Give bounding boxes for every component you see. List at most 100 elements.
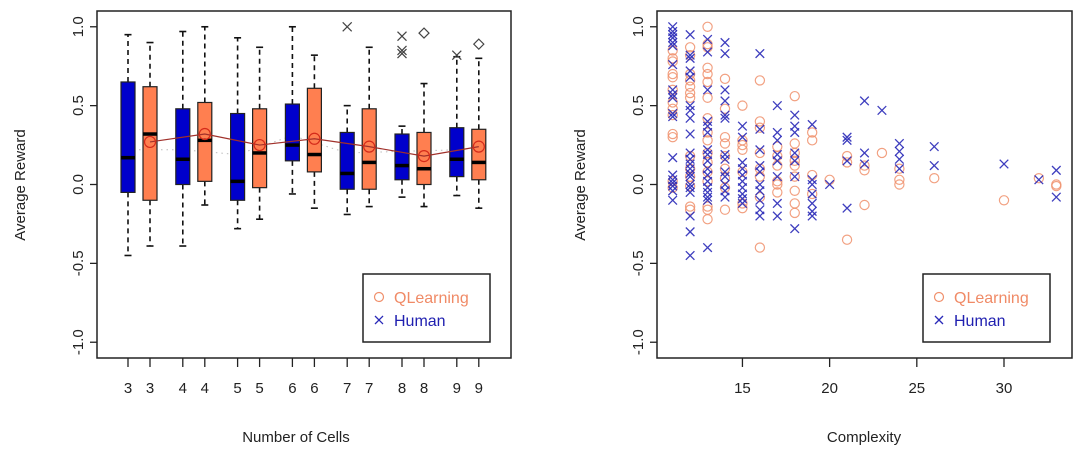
point-qlearning xyxy=(684,81,696,92)
point-qlearning xyxy=(789,171,800,182)
point-stroke xyxy=(667,33,678,43)
x-tick-label: 6 xyxy=(310,380,318,397)
point-human xyxy=(807,211,817,221)
point-human xyxy=(720,48,730,59)
point-human xyxy=(685,179,695,190)
box-human-9 xyxy=(449,50,465,197)
point-stroke xyxy=(789,156,800,166)
x-tick-label: 20 xyxy=(821,380,838,397)
y-tick-label: -0.5 xyxy=(630,250,647,276)
qlearning-mean-marker xyxy=(308,132,321,145)
x-tick-label: 3 xyxy=(146,380,154,397)
box-body xyxy=(361,108,377,190)
point-stroke xyxy=(667,89,678,100)
scatter-panel: -1.0 -0.5 0.0 0.5 1.0 15 20 25 30 Complexity Av… xyxy=(572,10,1073,446)
point-stroke xyxy=(772,127,783,138)
point-stroke xyxy=(755,195,765,206)
point-qlearning xyxy=(998,195,1010,206)
point-qlearning xyxy=(772,150,783,162)
point-human xyxy=(667,108,678,119)
point-human xyxy=(929,141,940,152)
point-human xyxy=(842,132,852,142)
legend: QLearning Human xyxy=(922,273,1051,343)
box-human-6 xyxy=(284,25,300,195)
point-stroke xyxy=(685,211,695,221)
point-human xyxy=(667,195,678,206)
point-stroke xyxy=(720,192,730,202)
point-stroke xyxy=(737,193,748,204)
point-human xyxy=(685,50,695,60)
qlearning-mean-marker xyxy=(198,127,211,141)
legend-human-label: Human xyxy=(954,313,1006,330)
point-stroke xyxy=(667,37,678,48)
point-stroke xyxy=(685,154,695,165)
box-human-8 xyxy=(394,31,410,198)
point-stroke xyxy=(720,149,730,160)
point-human xyxy=(667,186,678,196)
point-human xyxy=(720,149,730,160)
point-human xyxy=(685,159,695,169)
point-qlearning xyxy=(702,213,713,225)
point-stroke xyxy=(667,111,678,122)
box-qlearning-7 xyxy=(361,46,377,208)
point-qlearning xyxy=(929,172,940,184)
point-stroke xyxy=(667,40,678,51)
point-stroke xyxy=(859,159,870,169)
box-body xyxy=(416,131,432,186)
point-stroke xyxy=(755,211,765,221)
point-qlearning xyxy=(667,128,678,140)
x-tick-label: 5 xyxy=(255,380,263,397)
box-body xyxy=(120,81,136,193)
point-human xyxy=(720,167,730,177)
point-qlearning xyxy=(684,92,696,103)
point-stroke xyxy=(789,148,800,158)
point-stroke xyxy=(667,181,678,191)
point-stroke xyxy=(685,168,695,179)
legend-box xyxy=(362,273,491,343)
point-human xyxy=(755,195,765,206)
point-qlearning xyxy=(667,72,678,83)
x-tick-label: 3 xyxy=(124,380,132,397)
point-human xyxy=(685,168,695,179)
point-qlearning xyxy=(772,187,783,198)
point-stroke xyxy=(720,96,730,106)
point-human xyxy=(685,100,695,111)
point-stroke xyxy=(1051,165,1062,176)
outlier-x xyxy=(397,31,407,42)
box-body xyxy=(284,103,300,162)
point-qlearning xyxy=(859,199,870,211)
y-tick-label: -0.5 xyxy=(70,250,87,276)
point-stroke xyxy=(789,127,800,138)
point-qlearning xyxy=(859,160,870,171)
point-human xyxy=(877,105,887,116)
boxplot-marks xyxy=(120,21,487,257)
legend-human-marker xyxy=(934,315,944,325)
point-qlearning xyxy=(841,157,853,168)
point-stroke xyxy=(667,186,678,196)
outlier-x xyxy=(342,21,353,32)
outlier-diamond xyxy=(472,38,485,50)
point-human xyxy=(894,154,905,165)
point-qlearning xyxy=(719,182,731,193)
point-human xyxy=(807,175,817,185)
point-stroke xyxy=(685,72,695,83)
point-stroke xyxy=(685,182,695,193)
y-tick-label: 0.5 xyxy=(630,95,647,116)
point-stroke xyxy=(702,47,713,57)
outlier-stroke xyxy=(397,48,407,59)
point-human xyxy=(1034,175,1044,185)
point-human xyxy=(894,163,905,174)
point-human xyxy=(685,163,695,174)
point-human xyxy=(667,152,678,163)
point-qlearning xyxy=(754,163,766,174)
point-human xyxy=(807,206,817,217)
box-human-5 xyxy=(230,37,246,230)
point-qlearning xyxy=(754,147,766,159)
point-stroke xyxy=(685,113,695,124)
point-qlearning xyxy=(1033,172,1045,184)
point-human xyxy=(685,211,695,221)
point-human xyxy=(789,171,800,182)
legend-qlearning-marker xyxy=(373,291,385,303)
